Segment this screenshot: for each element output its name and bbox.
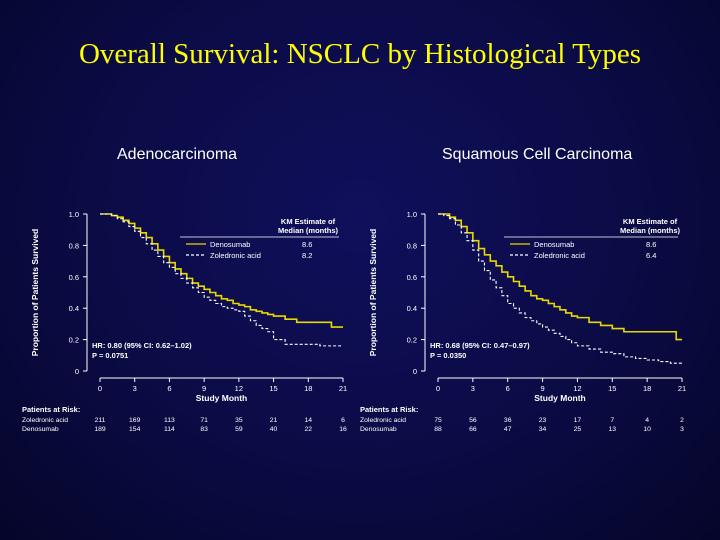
risk-table-cell: 114 (164, 426, 175, 433)
hazard-ratio-annotation: HR: 0.68 (95% CI: 0.47–0.97) (430, 341, 530, 350)
legend-title: Median (months) (620, 226, 680, 235)
slide-title: Overall Survival: NSCLC by Histological … (78, 38, 642, 70)
series-line-zoledronic-acid (100, 213, 343, 347)
risk-table-cell: 113 (164, 417, 175, 424)
series-line-denosumab (438, 213, 682, 341)
risk-table-cell: 13 (609, 426, 617, 433)
x-tick-label: 3 (133, 384, 137, 393)
risk-table-row-label: Denosumab (22, 426, 59, 433)
risk-table-cell: 36 (504, 417, 512, 424)
hazard-ratio-annotation: P = 0.0751 (92, 351, 128, 360)
risk-table-row-label: Zoledronic acid (360, 417, 406, 424)
x-tick-label: 6 (167, 384, 171, 393)
hazard-ratio-annotation: HR: 0.80 (95% CI: 0.62–1.02) (92, 341, 192, 350)
y-tick-label: 0.4 (69, 304, 79, 313)
x-tick-label: 21 (339, 384, 347, 393)
y-tick-label: 0.2 (407, 336, 417, 345)
hazard-ratio-annotation: P = 0.0350 (430, 351, 466, 360)
risk-table-row-label: Denosumab (360, 426, 397, 433)
y-tick-label: 0.2 (69, 336, 79, 345)
x-tick-label: 9 (202, 384, 206, 393)
x-tick-label: 12 (573, 384, 581, 393)
series-line-zoledronic-acid (438, 213, 682, 364)
legend-title: KM Estimate of (623, 217, 678, 226)
x-axis-label: Study Month (534, 393, 585, 403)
x-tick-label: 3 (471, 384, 475, 393)
risk-table-cell: 2 (680, 417, 684, 424)
y-tick-label: 0.4 (407, 304, 417, 313)
legend-title: Median (months) (278, 226, 338, 235)
x-tick-label: 0 (436, 384, 440, 393)
risk-table-cell: 83 (200, 426, 208, 433)
y-tick-label: 0.8 (69, 241, 79, 250)
risk-table-cell: 88 (434, 426, 442, 433)
risk-table-cell: 16 (339, 426, 347, 433)
x-tick-label: 12 (235, 384, 243, 393)
y-tick-label: 0 (75, 367, 79, 376)
risk-table-cell: 71 (200, 417, 208, 424)
risk-table-cell: 10 (643, 426, 651, 433)
risk-table-header: Patients at Risk: (360, 405, 418, 414)
x-tick-label: 0 (98, 384, 102, 393)
chart-title-adenocarcinoma: Adenocarcinoma (117, 146, 238, 163)
risk-table-cell: 4 (645, 417, 649, 424)
y-tick-label: 0.8 (407, 241, 417, 250)
x-tick-label: 18 (304, 384, 312, 393)
risk-table-cell: 14 (305, 417, 313, 424)
legend-median-value: 8.6 (646, 240, 656, 249)
risk-table-cell: 17 (574, 417, 582, 424)
legend-median-value: 6.4 (646, 251, 656, 260)
x-tick-label: 18 (643, 384, 651, 393)
chart-title-squamous: Squamous Cell Carcinoma (442, 146, 633, 163)
y-tick-label: 1.0 (69, 210, 79, 219)
x-tick-label: 9 (540, 384, 544, 393)
chart-panel-1: 0 0.2 0.4 0.6 0.8 1.0 Proportion of Patients S… (360, 210, 686, 433)
risk-table-cell: 59 (235, 426, 243, 433)
y-tick-label: 0.6 (69, 273, 79, 282)
risk-table-cell: 66 (469, 426, 477, 433)
risk-table-cell: 21 (270, 417, 278, 424)
risk-table-cell: 34 (539, 426, 547, 433)
risk-table-cell: 6 (341, 417, 345, 424)
legend-label: Zoledronic acid (534, 251, 585, 260)
risk-table-cell: 22 (305, 426, 313, 433)
x-axis-label: Study Month (196, 393, 247, 403)
y-tick-label: 0 (413, 367, 417, 376)
legend-title: KM Estimate of (281, 217, 336, 226)
risk-table-cell: 211 (95, 417, 106, 424)
legend-median-value: 8.6 (302, 240, 312, 249)
y-tick-label: 0.6 (407, 273, 417, 282)
risk-table-cell: 56 (469, 417, 477, 424)
x-tick-label: 21 (678, 384, 686, 393)
legend-label: Denosumab (210, 240, 250, 249)
risk-table-cell: 154 (129, 426, 141, 433)
risk-table-cell: 25 (574, 426, 582, 433)
risk-table-cell: 47 (504, 426, 512, 433)
risk-table-cell: 35 (235, 417, 243, 424)
y-axis-label: Proportion of Patients Survived (368, 229, 378, 357)
x-tick-label: 15 (608, 384, 616, 393)
risk-table-cell: 23 (539, 417, 547, 424)
legend-median-value: 8.2 (302, 251, 312, 260)
legend-label: Zoledronic acid (210, 251, 261, 260)
risk-table-cell: 3 (680, 426, 684, 433)
risk-table-cell: 40 (270, 426, 278, 433)
legend-label: Denosumab (534, 240, 574, 249)
y-tick-label: 1.0 (407, 210, 417, 219)
y-axis-label: Proportion of Patients Survived (30, 229, 40, 357)
risk-table-cell: 189 (94, 426, 106, 433)
risk-table-cell: 75 (434, 417, 442, 424)
x-tick-label: 15 (269, 384, 277, 393)
risk-table-cell: 169 (129, 417, 141, 424)
chart-panel-0: 0 0.2 0.4 0.6 0.8 1.0 Proportion of Patients S… (22, 210, 347, 433)
x-tick-label: 6 (506, 384, 510, 393)
risk-table-cell: 7 (610, 417, 614, 424)
series-line-denosumab (100, 213, 343, 328)
risk-table-row-label: Zoledronic acid (22, 417, 68, 424)
risk-table-header: Patients at Risk: (22, 405, 80, 414)
